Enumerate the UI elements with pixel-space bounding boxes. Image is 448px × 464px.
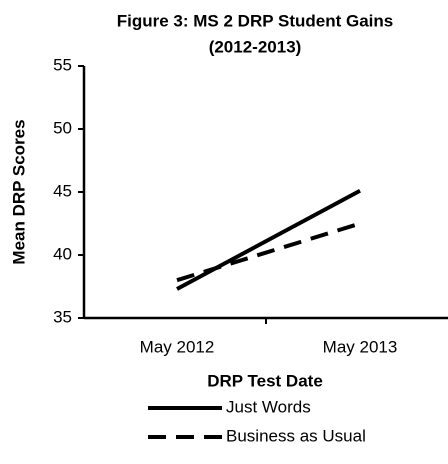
legend-label: Business as Usual [226, 426, 366, 445]
y-tick-label: 35 [53, 307, 72, 326]
x-tick-label: May 2013 [323, 337, 398, 356]
y-tick-label: 55 [53, 55, 72, 74]
y-tick-label: 50 [53, 118, 72, 137]
y-tick-label: 45 [53, 181, 72, 200]
x-axis-label: DRP Test Date [207, 371, 323, 390]
series-line [176, 221, 361, 283]
series-line [176, 188, 361, 291]
chart-title: (2012-2013) [209, 37, 302, 56]
y-tick-label: 40 [53, 244, 72, 263]
x-tick-label: May 2012 [140, 337, 215, 356]
y-axis-label: Mean DRP Scores [9, 119, 28, 264]
chart-title: Figure 3: MS 2 DRP Student Gains [117, 11, 393, 30]
legend-label: Just Words [226, 397, 311, 416]
